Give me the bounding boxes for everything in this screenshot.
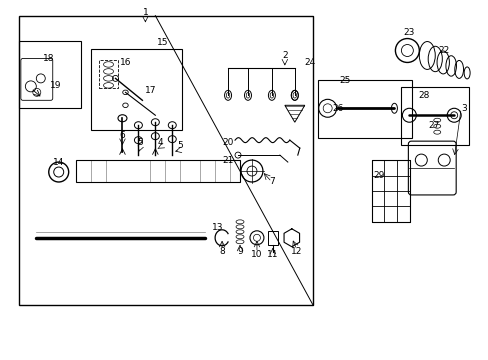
Text: 5: 5 (177, 141, 183, 150)
Text: 24: 24 (304, 58, 315, 67)
Text: 6: 6 (120, 131, 125, 140)
Text: 21: 21 (222, 156, 233, 165)
Text: 20: 20 (222, 138, 233, 147)
Bar (99, 60, 118, 88)
Bar (90, 49, 182, 130)
Text: 13: 13 (212, 223, 224, 232)
Text: 8: 8 (219, 247, 224, 256)
Text: 15: 15 (156, 38, 168, 47)
Text: 29: 29 (373, 171, 385, 180)
Bar (401, 87, 468, 145)
Bar (19, 15, 312, 305)
Bar (267, 231, 277, 245)
Text: 19: 19 (50, 81, 61, 90)
Text: 5: 5 (137, 138, 143, 147)
Bar (19, 41, 81, 108)
Text: 1: 1 (142, 8, 148, 17)
Text: 28: 28 (418, 91, 429, 100)
Text: 10: 10 (251, 250, 262, 259)
Text: 7: 7 (268, 177, 274, 186)
Text: 22: 22 (438, 46, 449, 55)
Text: 25: 25 (338, 76, 349, 85)
Text: 4: 4 (157, 138, 163, 147)
Bar (76, 160, 240, 182)
Text: 9: 9 (237, 247, 243, 256)
Bar (317, 80, 411, 138)
Text: 2: 2 (282, 51, 287, 60)
Text: 14: 14 (53, 158, 64, 167)
Text: 16: 16 (120, 58, 131, 67)
Text: 26: 26 (331, 104, 343, 113)
Text: 12: 12 (290, 247, 302, 256)
Text: 23: 23 (403, 28, 414, 37)
Text: 17: 17 (144, 86, 156, 95)
Bar (371, 160, 409, 222)
Text: 18: 18 (43, 54, 54, 63)
Text: 11: 11 (266, 250, 278, 259)
Text: 27: 27 (427, 121, 439, 130)
Text: 3: 3 (460, 104, 466, 113)
